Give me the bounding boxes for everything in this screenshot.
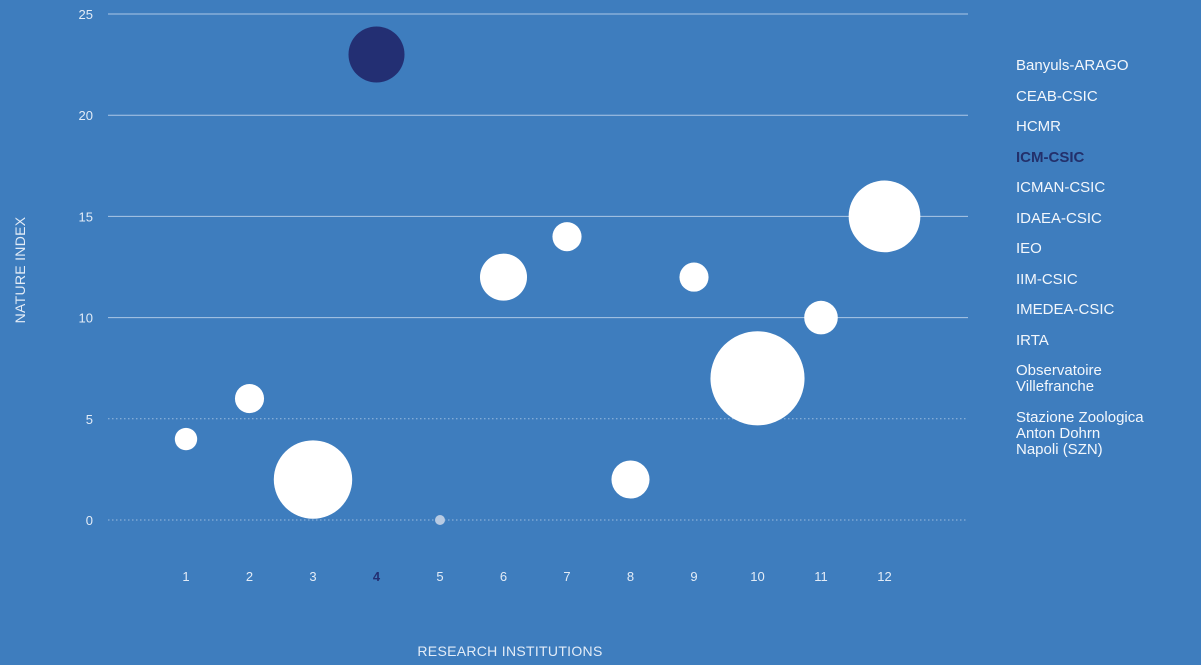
y-tick-label: 5	[86, 412, 93, 427]
y-tick-label: 15	[79, 209, 93, 224]
x-tick-label: 3	[309, 569, 316, 584]
bubble	[848, 180, 921, 253]
x-tick-label: 5	[436, 569, 443, 584]
bubble	[804, 300, 838, 335]
grid-layer	[108, 13, 968, 521]
bubble	[273, 440, 353, 519]
x-tick-label: 7	[563, 569, 570, 584]
x-tick-label: 12	[877, 569, 891, 584]
legend-item: HCMR	[1016, 118, 1061, 135]
bubble-layer	[174, 26, 921, 525]
legend-item: Observatoire Villefranche	[1016, 362, 1102, 395]
x-tick-label: 10	[750, 569, 764, 584]
bubble	[479, 253, 528, 301]
bubble	[234, 384, 265, 414]
x-tick-label: 6	[500, 569, 507, 584]
x-tick-label: 1	[182, 569, 189, 584]
y-tick-label: 25	[79, 7, 93, 22]
legend-item: IDAEA-CSIC	[1016, 209, 1102, 227]
legend-item: IEO	[1016, 240, 1042, 257]
legend-item: IRTA	[1016, 331, 1049, 349]
bubble-highlighted	[348, 26, 405, 83]
y-tick-labels: 0 5 10 15 20 25	[79, 7, 93, 528]
legend-item-highlighted: ICM-CSIC	[1016, 148, 1085, 166]
x-tick-label: 8	[627, 569, 634, 584]
legend-item: Banyuls-ARAGO	[1016, 57, 1129, 74]
y-axis-title: NATURE INDEX	[12, 216, 28, 324]
x-tick-labels: 1 2 3 4 5 6 7 8 9 10 11 12	[182, 569, 891, 584]
y-tick-label: 10	[79, 311, 93, 326]
legend: Banyuls-ARAGO CEAB-CSIC HCMR ICM-CSIC IC…	[1016, 58, 1196, 472]
legend-item: IMEDEA-CSIC	[1016, 301, 1115, 318]
bubble	[611, 460, 650, 499]
y-tick-label: 0	[86, 513, 93, 528]
bubble	[679, 262, 709, 292]
bubble	[552, 222, 582, 252]
y-tick-label: 20	[79, 108, 93, 123]
x-tick-label: 9	[690, 569, 697, 584]
x-tick-label-highlighted: 4	[373, 569, 381, 584]
legend-item: Stazione Zoologica Anton Dohrn Napoli (S…	[1016, 408, 1144, 458]
bubble	[435, 515, 445, 525]
x-axis-title: RESEARCH INSTITUTIONS	[417, 643, 603, 659]
bubble	[174, 427, 198, 451]
bubble	[710, 331, 805, 426]
x-tick-label: 11	[814, 569, 828, 584]
legend-item: IIM-CSIC	[1016, 270, 1078, 288]
legend-item: CEAB-CSIC	[1016, 87, 1098, 105]
x-tick-label: 2	[246, 569, 253, 584]
legend-item: ICMAN-CSIC	[1016, 179, 1106, 196]
